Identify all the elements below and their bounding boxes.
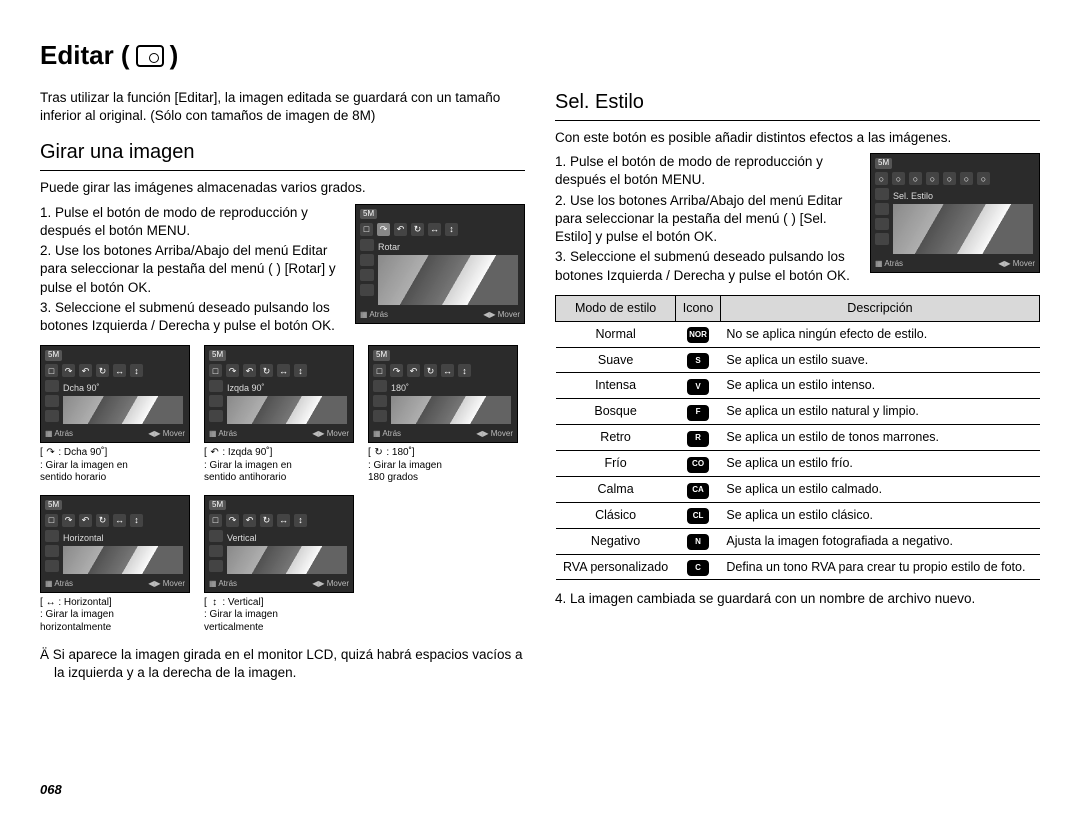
cell-mode: Calma xyxy=(556,476,676,502)
style-icon: N xyxy=(687,534,709,550)
th-mode: Modo de estilo xyxy=(556,295,676,321)
style-icon: F xyxy=(687,405,709,421)
cell-icon: V xyxy=(676,373,721,399)
thumb-block: 5M □↷↶↻↔↕ Dcha 90˚ ▦ Atrás◀▶ Mover [ ↷ :… xyxy=(40,345,190,485)
style-table: Modo de estilo Icono Descripción Normal … xyxy=(555,295,1040,581)
style-icon: NOR xyxy=(687,327,709,343)
cell-icon: NOR xyxy=(676,321,721,347)
cell-mode: Negativo xyxy=(556,528,676,554)
table-row: Negativo N Ajusta la imagen fotografiada… xyxy=(556,528,1040,554)
thumb-block: 5M □↷↶↻↔↕ 180˚ ▦ Atrás◀▶ Mover [ ↻ : 180… xyxy=(368,345,518,485)
table-row: Bosque F Se aplica un estilo natural y l… xyxy=(556,399,1040,425)
rotate-step-3: 3. Seleccione el submenú deseado pulsand… xyxy=(40,299,340,335)
cell-icon: C xyxy=(676,554,721,580)
table-row: RVA personalizado C Defina un tono RVA p… xyxy=(556,554,1040,580)
cell-icon: S xyxy=(676,347,721,373)
thumb-block: 5M □↷↶↻↔↕ Horizontal ▦ Atrás◀▶ Mover [ ↔… xyxy=(40,495,190,635)
cell-desc: Se aplica un estilo calmado. xyxy=(720,476,1039,502)
rotate-step-1: 1. Pulse el botón de modo de reproducció… xyxy=(40,204,340,240)
cell-mode: Intensa xyxy=(556,373,676,399)
style-after: 4. La imagen cambiada se guardará con un… xyxy=(555,590,1040,608)
thumb-block: 5M □↷↶↻↔↕ Izqda 90˚ ▦ Atrás◀▶ Mover [ ↶ … xyxy=(204,345,354,485)
th-desc: Descripción xyxy=(720,295,1039,321)
table-row: Calma CA Se aplica un estilo calmado. xyxy=(556,476,1040,502)
cell-icon: CL xyxy=(676,502,721,528)
cell-icon: F xyxy=(676,399,721,425)
intro-text: Tras utilizar la función [Editar], la im… xyxy=(40,89,525,125)
style-step-2: 2. Use los botones Arriba/Abajo del menú… xyxy=(555,192,855,247)
cell-icon: R xyxy=(676,425,721,451)
style-icon: R xyxy=(687,431,709,447)
rotate-steps: 1. Pulse el botón de modo de reproducció… xyxy=(40,204,340,336)
rotate-step-2: 2. Use los botones Arriba/Abajo del menú… xyxy=(40,242,340,297)
cell-desc: Se aplica un estilo intenso. xyxy=(720,373,1039,399)
rotate-lead: Puede girar las imágenes almacenadas var… xyxy=(40,179,525,197)
cell-mode: Bosque xyxy=(556,399,676,425)
cell-mode: Frío xyxy=(556,451,676,477)
style-icon: CL xyxy=(687,508,709,524)
table-row: Clásico CL Se aplica un estilo clásico. xyxy=(556,502,1040,528)
style-icon: CA xyxy=(687,483,709,499)
cell-desc: Se aplica un estilo frío. xyxy=(720,451,1039,477)
cell-mode: Normal xyxy=(556,321,676,347)
table-row: Frío CO Se aplica un estilo frío. xyxy=(556,451,1040,477)
right-column: Sel. Estilo Con este botón es posible añ… xyxy=(555,89,1040,683)
style-icon: C xyxy=(687,560,709,576)
rotate-thumbs-row1: 5M □↷↶↻↔↕ Dcha 90˚ ▦ Atrás◀▶ Mover [ ↷ :… xyxy=(40,345,525,485)
table-row: Intensa V Se aplica un estilo intenso. xyxy=(556,373,1040,399)
cell-desc: Se aplica un estilo suave. xyxy=(720,347,1039,373)
page-title: Editar ( ) xyxy=(40,40,1040,71)
thumb-block: 5M □↷↶↻↔↕ Vertical ▦ Atrás◀▶ Mover [ ↕ :… xyxy=(204,495,354,635)
table-row: Retro R Se aplica un estilo de tonos mar… xyxy=(556,425,1040,451)
title-text: Editar ( xyxy=(40,40,130,71)
rotate-main-lcd: 5M □↷↶↻↔↕ Rotar ▦ Atrás◀▶ Mover xyxy=(355,204,525,324)
style-icon: S xyxy=(687,353,709,369)
cell-mode: Retro xyxy=(556,425,676,451)
edit-icon xyxy=(136,45,164,67)
page-number: 068 xyxy=(40,782,62,797)
cell-mode: RVA personalizado xyxy=(556,554,676,580)
th-icon: Icono xyxy=(676,295,721,321)
cell-desc: Se aplica un estilo natural y limpio. xyxy=(720,399,1039,425)
style-lead: Con este botón es posible añadir distint… xyxy=(555,129,1040,147)
table-row: Normal NOR No se aplica ningún efecto de… xyxy=(556,321,1040,347)
left-column: Tras utilizar la función [Editar], la im… xyxy=(40,89,525,683)
style-icon: V xyxy=(687,379,709,395)
style-main-lcd: 5M ○○○○○○○ Sel. Estilo ▦ Atrás◀▶ Mover xyxy=(870,153,1040,273)
rotate-thumbs-row2: 5M □↷↶↻↔↕ Horizontal ▦ Atrás◀▶ Mover [ ↔… xyxy=(40,495,525,635)
title-close: ) xyxy=(170,40,179,71)
cell-mode: Suave xyxy=(556,347,676,373)
cell-icon: N xyxy=(676,528,721,554)
cell-desc: Se aplica un estilo clásico. xyxy=(720,502,1039,528)
cell-desc: No se aplica ningún efecto de estilo. xyxy=(720,321,1039,347)
cell-desc: Se aplica un estilo de tonos marrones. xyxy=(720,425,1039,451)
style-icon: CO xyxy=(687,457,709,473)
section-rotate-heading: Girar una imagen xyxy=(40,139,525,171)
section-style-heading: Sel. Estilo xyxy=(555,89,1040,121)
rotate-note: Ä Si aparece la imagen girada en el moni… xyxy=(40,646,525,682)
cell-desc: Ajusta la imagen fotografiada a negativo… xyxy=(720,528,1039,554)
style-steps: 1. Pulse el botón de modo de reproducció… xyxy=(555,153,855,285)
cell-icon: CA xyxy=(676,476,721,502)
table-row: Suave S Se aplica un estilo suave. xyxy=(556,347,1040,373)
cell-desc: Defina un tono RVA para crear tu propio … xyxy=(720,554,1039,580)
style-step-3: 3. Seleccione el submenú deseado pulsand… xyxy=(555,248,855,284)
cell-mode: Clásico xyxy=(556,502,676,528)
cell-icon: CO xyxy=(676,451,721,477)
style-step-1: 1. Pulse el botón de modo de reproducció… xyxy=(555,153,855,189)
